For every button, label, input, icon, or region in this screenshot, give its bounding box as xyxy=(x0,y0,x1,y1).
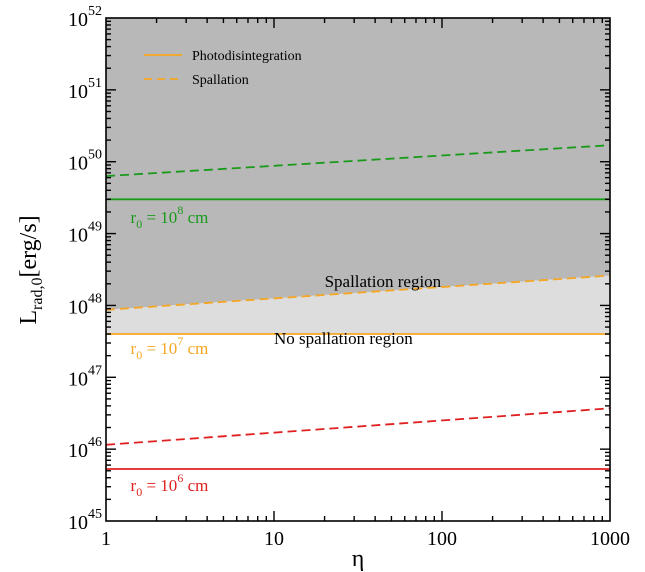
plot-frame xyxy=(105,17,611,522)
series-line-1 xyxy=(106,144,610,177)
y-tick-base: 10 xyxy=(68,153,88,175)
y-tick-exp: 49 xyxy=(88,220,102,235)
y-tick-label: 1049 xyxy=(68,220,102,247)
y-tick-label: 1047 xyxy=(68,363,102,390)
annotation-spallation-region: Spallation region xyxy=(325,272,442,291)
radius-label-exp: 7 xyxy=(177,334,183,348)
radius-label-unit: cm xyxy=(183,476,208,495)
y-tick-label: 1046 xyxy=(68,435,102,462)
y-tick-base: 10 xyxy=(68,440,88,462)
x-axis-title: η xyxy=(352,546,365,572)
y-tick-label: 1045 xyxy=(68,507,102,534)
y-tick-base: 10 xyxy=(68,512,88,534)
radius-label-eq: = 10 xyxy=(142,476,177,495)
y-tick-exp: 47 xyxy=(88,363,102,378)
radius-label-eq: = 10 xyxy=(142,208,177,227)
radius-label-unit: cm xyxy=(183,339,208,358)
x-tick-label: 1000 xyxy=(590,528,630,550)
series-line-5 xyxy=(106,407,610,446)
annotations: Spallation region No spallation region r0 … xyxy=(131,203,442,499)
y-axis-title-sub: rad,0 xyxy=(29,278,46,310)
y-tick-base: 10 xyxy=(68,368,88,390)
x-tick-label: 100 xyxy=(427,528,457,550)
y-tick-exp: 46 xyxy=(88,435,102,450)
y-tick-base: 10 xyxy=(68,81,88,103)
region-spallation-light xyxy=(106,275,610,335)
series-lines xyxy=(106,144,610,470)
radius-label-symbol: r xyxy=(131,339,137,358)
shaded-regions xyxy=(106,18,610,335)
radius-label: r0 = 106 cm xyxy=(131,471,209,499)
annotation-no-spallation-region: No spallation region xyxy=(274,329,413,348)
y-tick-exp: 51 xyxy=(88,76,102,91)
radius-label: r0 = 107 cm xyxy=(131,334,209,362)
y-tick-label: 1052 xyxy=(68,4,102,31)
y-tick-exp: 50 xyxy=(88,148,102,163)
y-tick-exp: 45 xyxy=(88,507,102,522)
radius-label-eq: = 10 xyxy=(142,339,177,358)
y-tick-base: 10 xyxy=(68,225,88,247)
legend-label: Photodisintegration xyxy=(192,49,302,64)
y-axis-title-main: L xyxy=(16,310,42,325)
radius-label-exp: 6 xyxy=(177,471,183,485)
radius-label-symbol: r xyxy=(131,476,137,495)
y-tick-exp: 48 xyxy=(88,291,102,306)
radius-label-sub: 0 xyxy=(136,348,142,362)
y-tick-label: 1051 xyxy=(68,76,102,103)
y-tick-label: 1048 xyxy=(68,291,102,318)
region-spallation-dark xyxy=(106,18,610,310)
radius-label-symbol: r xyxy=(131,208,137,227)
radius-label-unit: cm xyxy=(183,208,208,227)
legend: Photodisintegration Spallation xyxy=(144,49,302,88)
radius-label: r0 = 108 cm xyxy=(131,203,209,231)
radius-label-sub: 0 xyxy=(136,485,142,499)
y-tick-exp: 52 xyxy=(88,4,102,19)
y-axis-title: Lrad,0[erg/s] xyxy=(16,215,46,324)
series-line-3 xyxy=(106,274,610,311)
y-tick-label: 1050 xyxy=(68,148,102,175)
x-tick-label: 10 xyxy=(264,528,284,550)
y-tick-base: 10 xyxy=(68,296,88,318)
y-axis-title-unit: [erg/s] xyxy=(16,215,42,277)
legend-label: Spallation xyxy=(192,73,249,88)
radius-label-sub: 0 xyxy=(136,217,142,231)
x-tick-label: 1 xyxy=(101,528,111,550)
y-tick-base: 10 xyxy=(68,9,88,31)
axis-ticks xyxy=(106,18,610,521)
tick-labels: 1 10 100 1000104510461047104810491050105110… xyxy=(68,4,630,550)
radius-label-exp: 8 xyxy=(177,203,183,217)
